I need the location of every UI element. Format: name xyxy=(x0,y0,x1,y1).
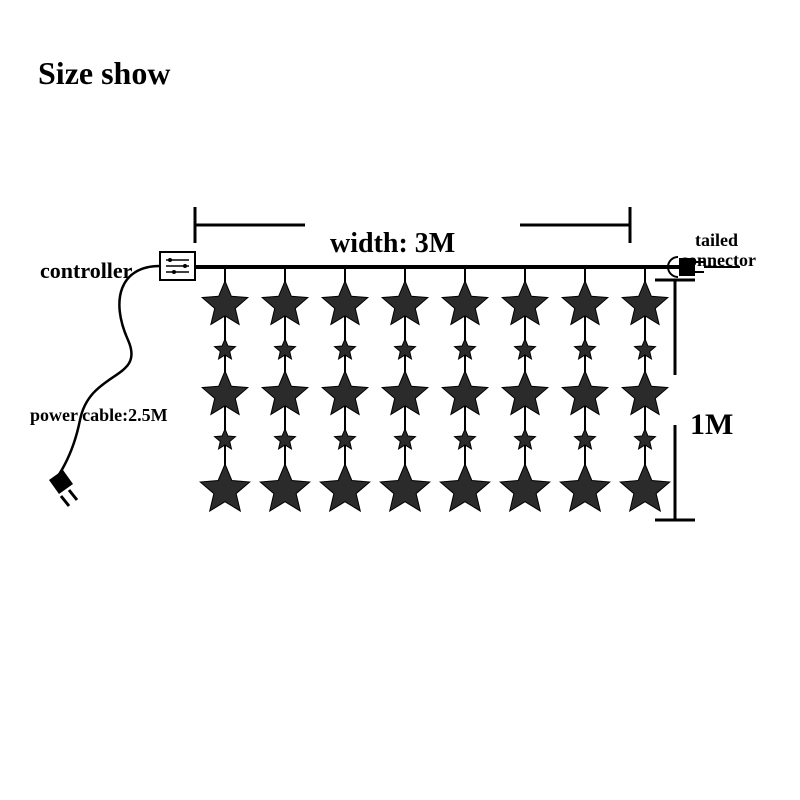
star-icon xyxy=(200,464,249,511)
star-icon xyxy=(440,464,489,511)
star-icon xyxy=(380,464,429,511)
star-icon xyxy=(560,464,609,511)
star-icon xyxy=(620,464,669,511)
star-icon xyxy=(260,464,309,511)
star-icon xyxy=(500,464,549,511)
star-icon xyxy=(320,464,369,511)
diagram-svg xyxy=(0,0,800,800)
